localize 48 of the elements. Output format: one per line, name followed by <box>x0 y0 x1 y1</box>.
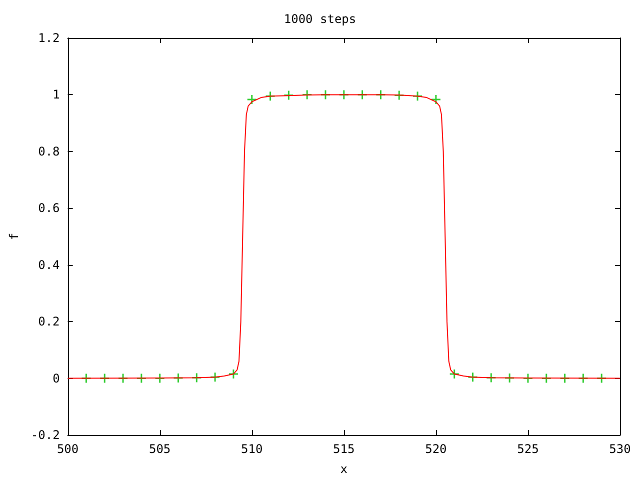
point <box>283 90 294 101</box>
point <box>246 94 258 105</box>
point <box>522 373 534 384</box>
point <box>596 373 607 384</box>
point <box>154 373 166 384</box>
x-tick-label: 515 <box>333 442 355 456</box>
x-tick-label: 510 <box>241 442 263 456</box>
point <box>467 372 478 382</box>
point <box>172 372 184 384</box>
point <box>504 372 515 384</box>
point <box>578 373 588 384</box>
x-tick-label: 500 <box>56 442 79 456</box>
point <box>118 373 128 384</box>
point <box>99 373 110 384</box>
y-tick-label: 1.2 <box>38 31 60 45</box>
y-tick-label: 0.8 <box>38 144 60 158</box>
y-tick-label: 0.4 <box>38 258 60 272</box>
point <box>302 89 312 100</box>
y-tick-label: -0.2 <box>30 428 60 442</box>
point <box>80 373 92 384</box>
point <box>228 368 239 380</box>
point <box>210 372 220 382</box>
point <box>449 368 460 380</box>
point <box>412 90 423 102</box>
point <box>560 373 570 384</box>
point <box>338 89 350 100</box>
x-tick-label: 530 <box>609 442 631 456</box>
chart-title: 1000 steps <box>284 12 356 26</box>
y-tick-label: 0.2 <box>38 314 60 329</box>
x-tick-label: 505 <box>148 442 171 456</box>
point <box>375 89 386 100</box>
point <box>430 94 442 105</box>
point <box>541 373 552 384</box>
x-tick-label: 525 <box>517 442 539 456</box>
y-tick-label: 1 <box>52 88 60 102</box>
point <box>320 89 331 100</box>
point <box>136 373 147 384</box>
point <box>394 90 404 101</box>
x-tick-label: 520 <box>425 442 447 456</box>
y-tick-label: 0 <box>52 371 60 386</box>
x-axis-title: x <box>340 462 348 476</box>
y-tick-label: 0.6 <box>38 201 60 216</box>
point <box>486 372 496 383</box>
point <box>265 90 276 102</box>
y-axis-title: f <box>7 232 21 240</box>
point <box>357 89 368 100</box>
line-series <box>67 94 620 379</box>
point <box>191 372 202 383</box>
